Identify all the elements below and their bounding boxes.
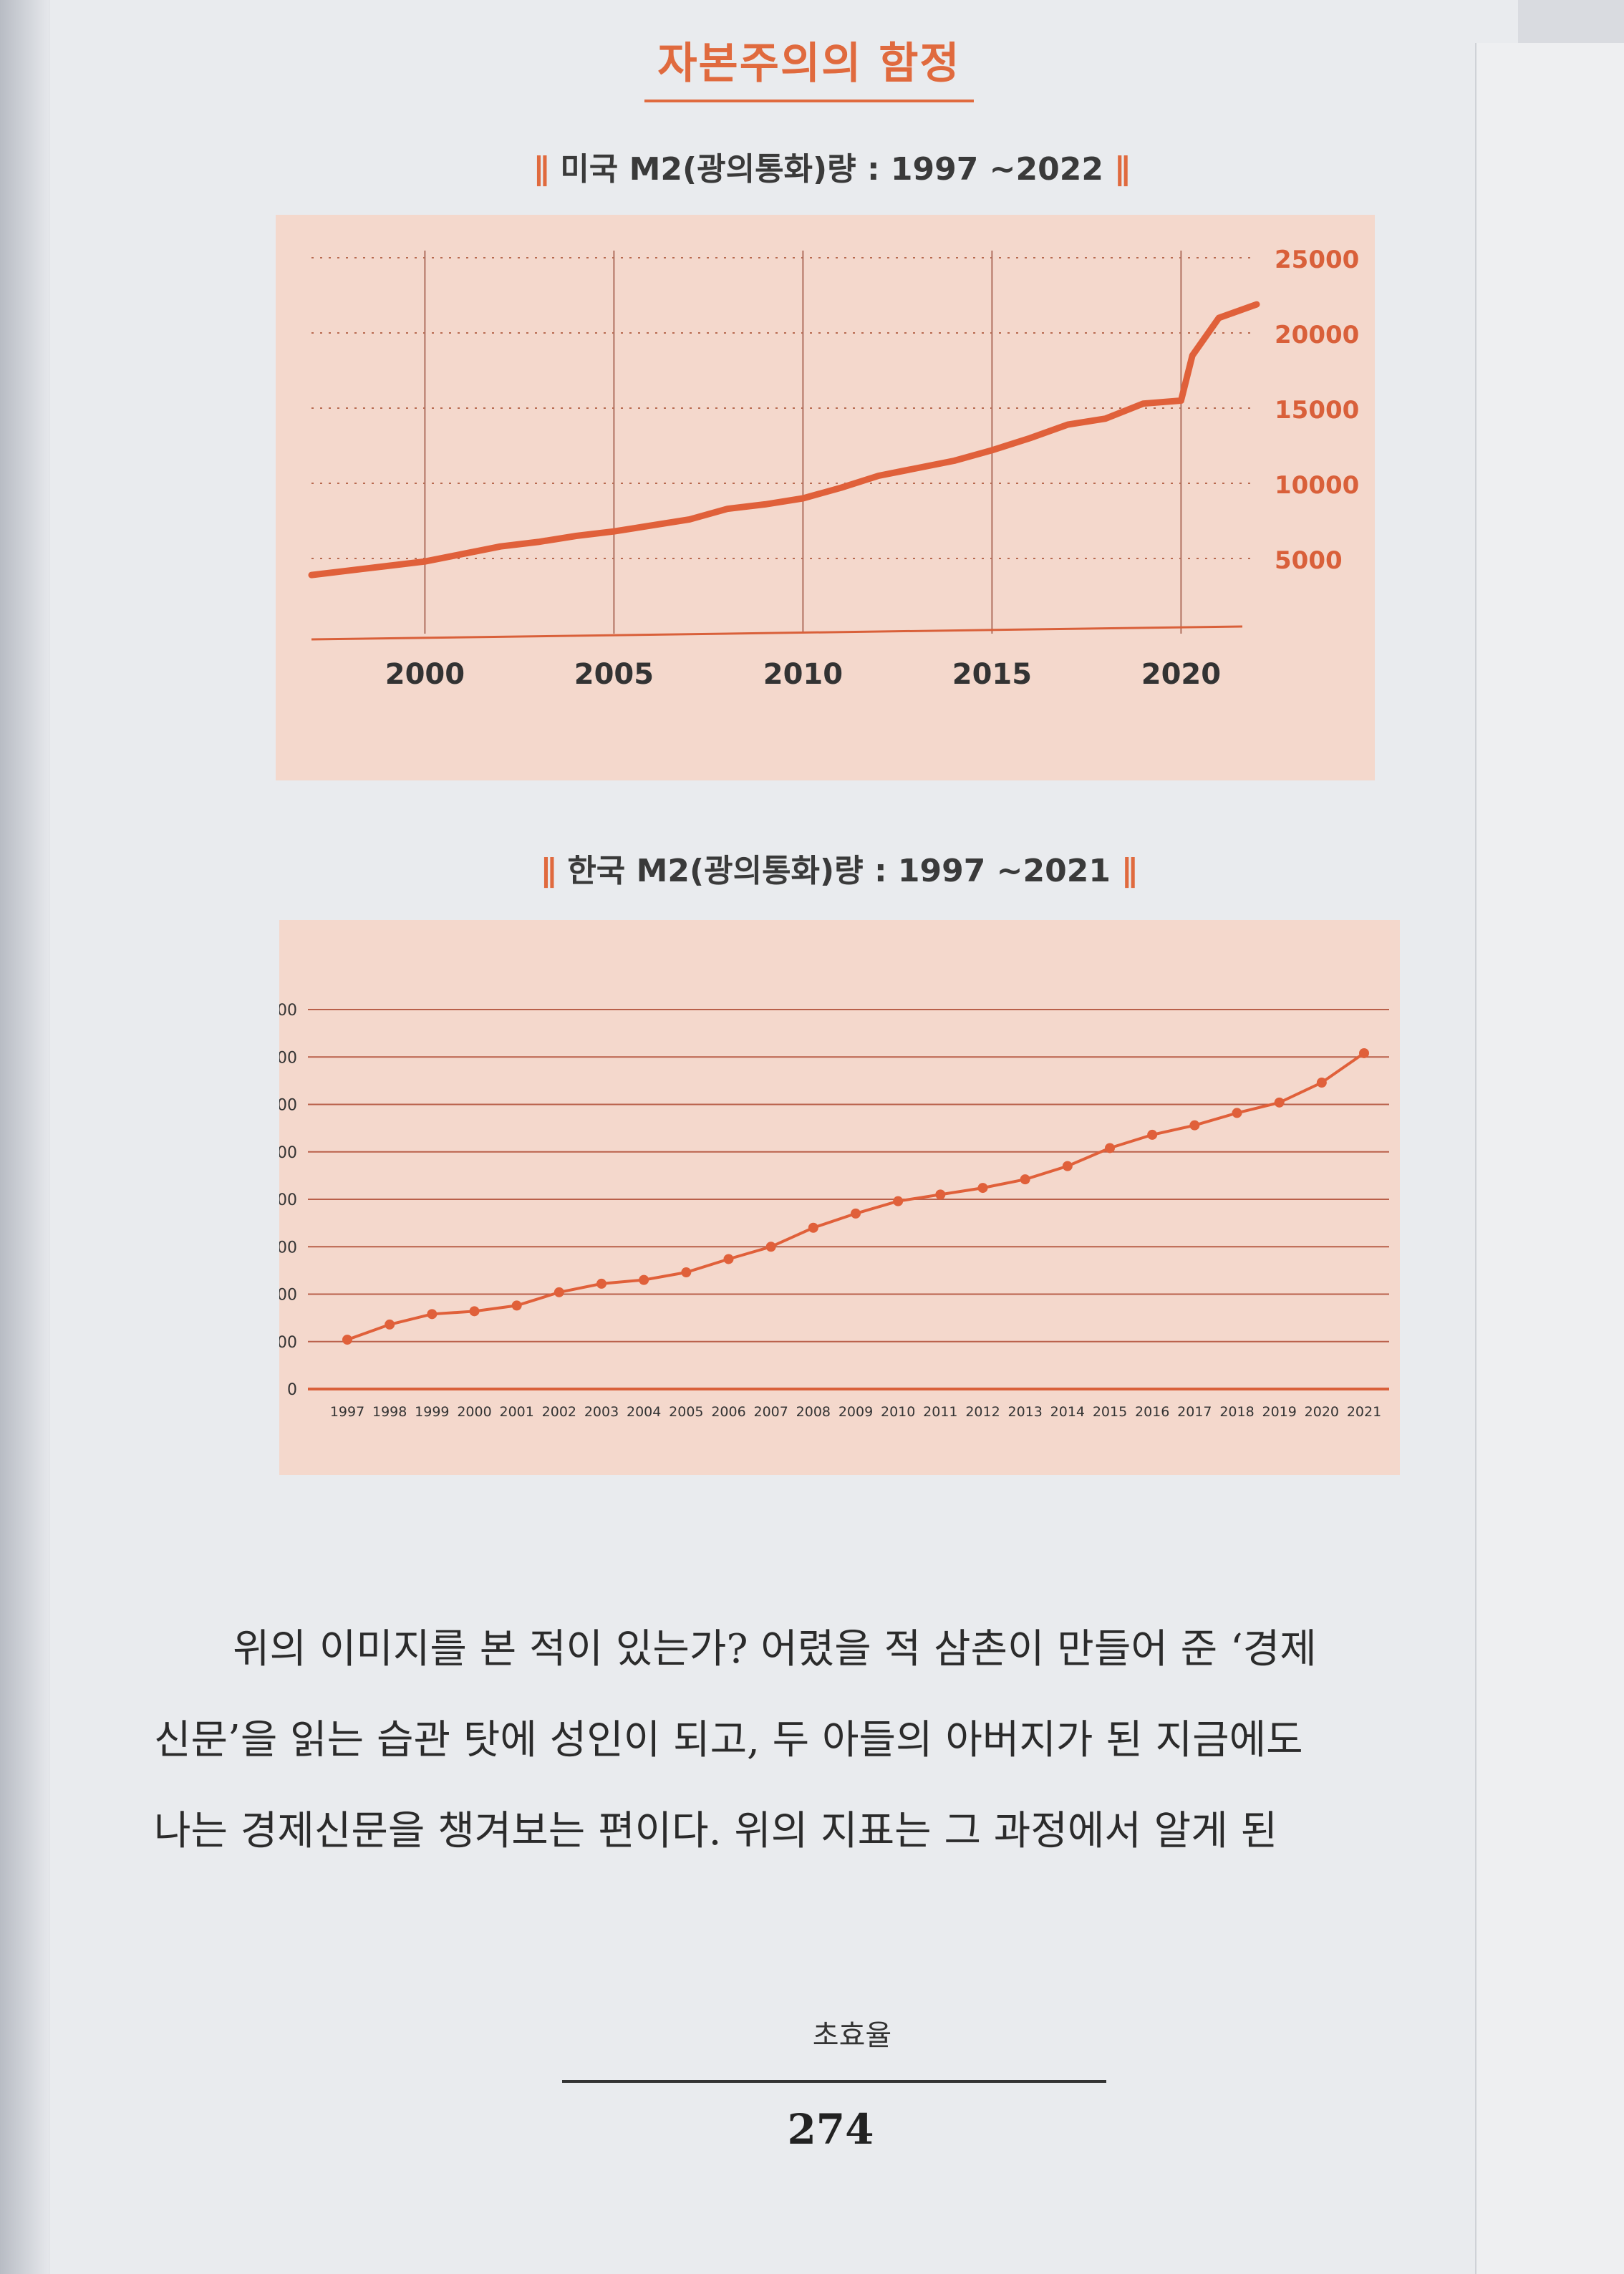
data-point — [385, 1319, 395, 1330]
x-tick-label: 2008 — [796, 1404, 831, 1420]
kr-m2-series-line — [347, 1052, 1366, 1341]
x-tick-label: 2020 — [1305, 1404, 1339, 1420]
x-tick-label: 2018 — [1219, 1404, 1254, 1420]
x-tick-label: 2006 — [711, 1404, 745, 1420]
x-tick-label: 2000 — [457, 1404, 491, 1420]
x-tick-label: 2005 — [574, 658, 654, 691]
data-point — [681, 1267, 692, 1278]
x-tick-label: 2012 — [965, 1404, 1000, 1420]
y-tick-label: 5000 — [1275, 546, 1343, 575]
x-tick-label: 2021 — [1347, 1404, 1381, 1420]
us-chart-title-text: 미국 M2(광의통화)량 : 1997 ~2022 — [560, 151, 1103, 188]
data-point — [851, 1208, 861, 1219]
y-tick-label: 500 — [279, 1334, 297, 1352]
us-m2-chart-panel: 5000 10000 15000 20000 25000 2000 2005 2010 2015… — [276, 215, 1375, 780]
x-axis-line — [311, 625, 1243, 641]
x-tick-label: 2003 — [584, 1404, 619, 1420]
body-paragraph: 위의 이미지를 본 적이 있는가? 어렸을 적 삼촌이 만들어 준 ‘경제 신문… — [154, 1604, 1450, 1877]
data-point — [1232, 1108, 1242, 1118]
data-point — [342, 1335, 352, 1345]
data-point — [596, 1278, 606, 1289]
x-tick-label: 1999 — [415, 1404, 449, 1420]
y-tick-label: 2500 — [279, 1144, 297, 1162]
kr-m2-chart: 0 500 1000 1500 2000 2500 3000 3500 4000 1997 1998… — [257, 1002, 1389, 1420]
x-tick-label: 1997 — [330, 1404, 364, 1420]
y-tick-label: 2000 — [279, 1191, 297, 1209]
x-tick-label: 2000 — [385, 658, 465, 691]
x-tick-label: 2007 — [753, 1404, 788, 1420]
data-point — [469, 1306, 480, 1317]
title-bar-right: ∥ — [1121, 853, 1138, 889]
data-point — [1062, 1161, 1073, 1171]
x-tick-label: 2020 — [1141, 658, 1221, 691]
y-tick-label: 3000 — [279, 1097, 297, 1115]
us-m2-series-line — [308, 301, 1260, 579]
data-point — [427, 1309, 438, 1320]
title-bar-left: ∥ — [533, 151, 549, 188]
data-point — [1020, 1174, 1030, 1185]
y-tick-label: 25000 — [1275, 246, 1359, 274]
x-tick-label: 2014 — [1050, 1404, 1085, 1420]
x-tick-label: 2010 — [881, 1404, 915, 1420]
y-tick-label: 10000 — [1275, 471, 1359, 500]
data-point — [1147, 1129, 1158, 1140]
body-line: 위의 이미지를 본 적이 있는가? 어렸을 적 삼촌이 만들어 준 ‘경제 — [233, 1626, 1317, 1673]
x-tick-label: 2015 — [952, 658, 1032, 691]
footer-author: 초효율 — [812, 2019, 892, 2052]
x-tick-label: 2011 — [923, 1404, 957, 1420]
footer-rule — [562, 2080, 1106, 2083]
y-tick-label: 1500 — [279, 1239, 297, 1257]
y-tick-label: 0 — [287, 1381, 297, 1399]
data-point — [554, 1287, 564, 1297]
x-tick-label: 2017 — [1177, 1404, 1212, 1420]
y-tick-label: 15000 — [1275, 396, 1359, 425]
data-point — [723, 1254, 734, 1264]
data-point — [1105, 1143, 1115, 1153]
x-tick-label: 2009 — [838, 1404, 873, 1420]
facing-page — [1475, 43, 1624, 2274]
kr-m2-chart-panel: 0 500 1000 1500 2000 2500 3000 3500 4000 1997 1998… — [257, 920, 1400, 1475]
x-tick-label: 2015 — [1093, 1404, 1127, 1420]
title-bar-right: ∥ — [1114, 151, 1131, 188]
title-bar-left: ∥ — [541, 853, 556, 889]
x-tick-label: 1998 — [372, 1404, 407, 1420]
page-number: 274 — [787, 2105, 874, 2154]
x-tick-label: 2013 — [1007, 1404, 1042, 1420]
y-tick-label: 4000 — [279, 1002, 297, 1020]
x-tick-label: 2005 — [669, 1404, 703, 1420]
y-tick-label: 20000 — [1275, 321, 1359, 349]
body-line: 나는 경제신문을 챙겨보는 편이다. 위의 지표는 그 과정에서 알게 된 — [154, 1808, 1278, 1854]
x-tick-label: 2010 — [763, 658, 843, 691]
data-point — [1359, 1048, 1369, 1058]
kr-chart-title-text: 한국 M2(광의통화)량 : 1997 ~2021 — [567, 853, 1111, 889]
kr-chart-title: ∥ 한국 M2(광의통화)량 : 1997 ~2021 ∥ — [541, 845, 1137, 891]
data-point — [893, 1196, 904, 1206]
data-point — [977, 1183, 988, 1194]
x-tick-label: 2002 — [542, 1404, 576, 1420]
data-point — [639, 1274, 649, 1285]
body-line: 신문’을 읽는 습관 탓에 성인이 되고, 두 아들의 아버지가 된 지금에도 — [154, 1717, 1303, 1763]
data-point — [1274, 1097, 1285, 1108]
x-tick-label: 2001 — [499, 1404, 533, 1420]
data-point — [1189, 1120, 1200, 1131]
y-tick-label: 1000 — [279, 1287, 297, 1305]
x-tick-label: 2019 — [1262, 1404, 1296, 1420]
x-tick-label: 2016 — [1135, 1404, 1169, 1420]
us-m2-chart: 5000 10000 15000 20000 25000 2000 2005 2010 2015… — [308, 246, 1359, 691]
running-title: 자본주의의 함정 — [644, 29, 974, 102]
data-point — [765, 1242, 776, 1252]
data-point — [935, 1189, 946, 1200]
data-point — [1316, 1078, 1327, 1088]
data-point — [808, 1222, 818, 1233]
us-chart-title: ∥ 미국 M2(광의통화)량 : 1997 ~2022 ∥ — [533, 143, 1130, 189]
data-point — [511, 1300, 522, 1311]
x-tick-label: 2004 — [627, 1404, 661, 1420]
y-tick-label: 3500 — [279, 1049, 297, 1067]
